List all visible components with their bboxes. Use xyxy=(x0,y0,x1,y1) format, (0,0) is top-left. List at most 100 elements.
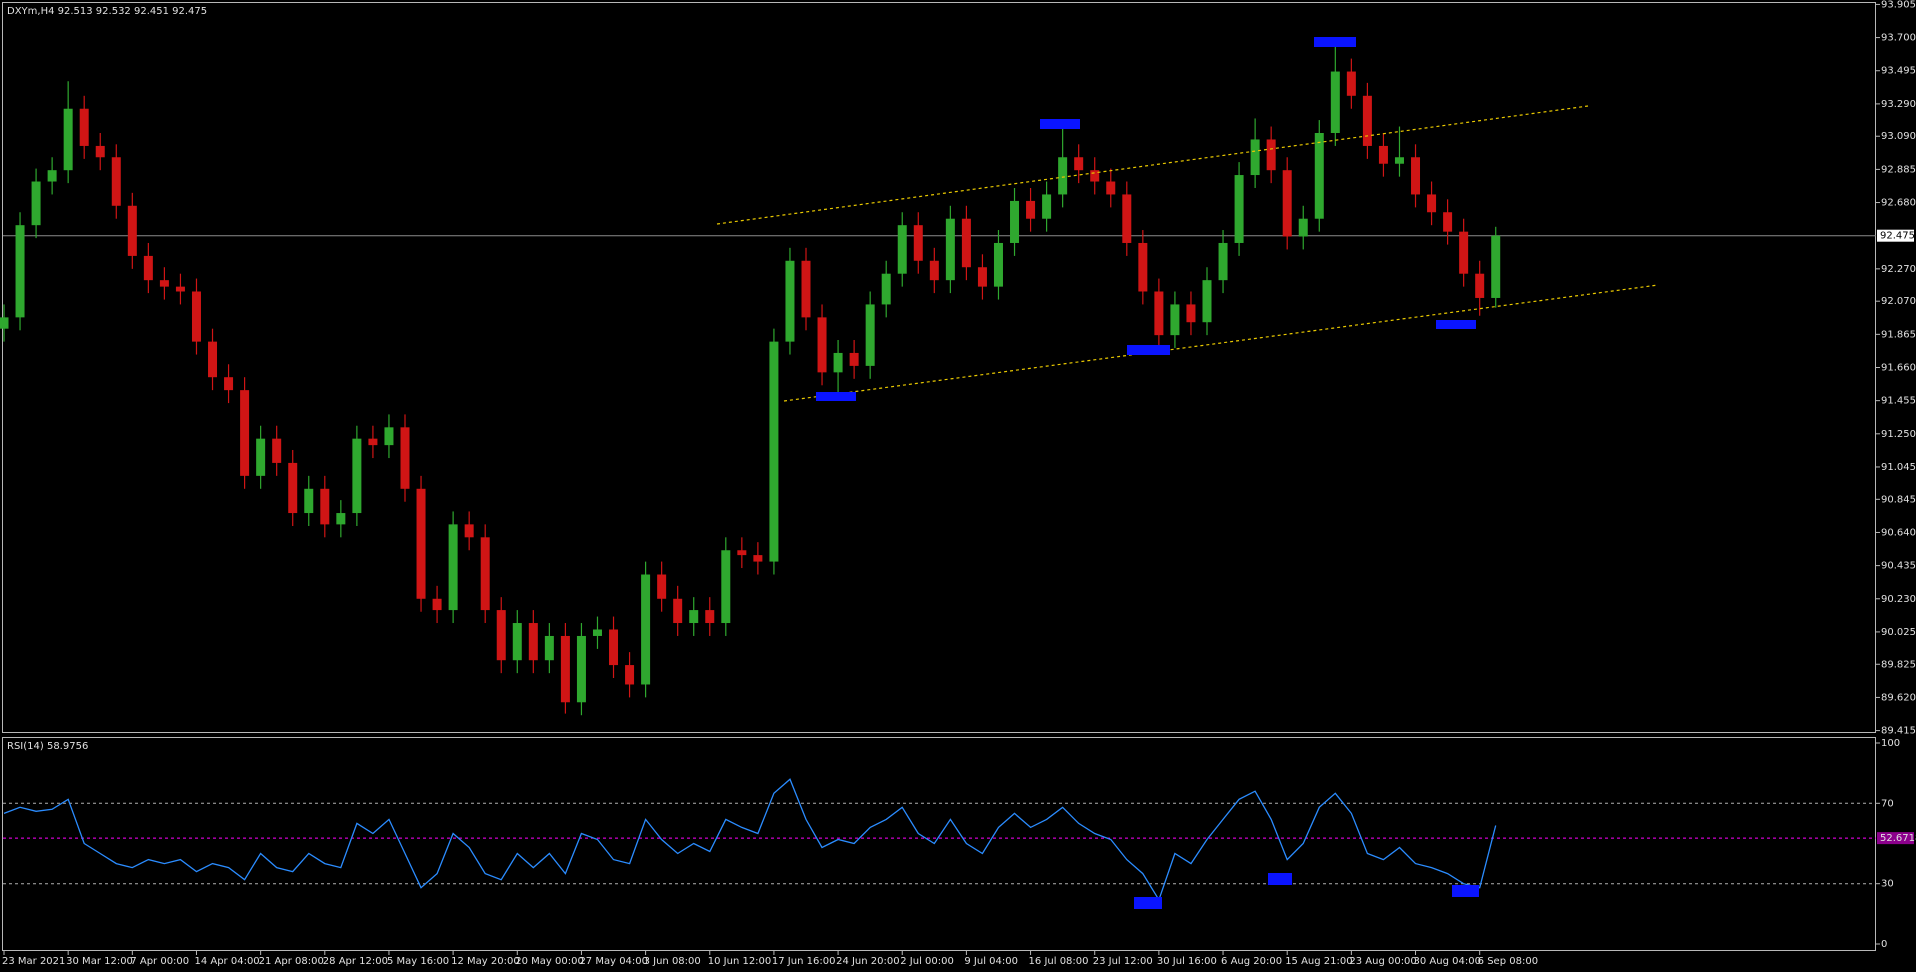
y-tick-label: 89.415 xyxy=(1881,726,1916,737)
candle-body xyxy=(673,598,683,624)
swing-marker xyxy=(1314,37,1356,47)
y-tick-label: 90.230 xyxy=(1881,594,1916,605)
y-tick-label: 90.435 xyxy=(1881,561,1916,572)
y-tick-label: 70 xyxy=(1881,798,1894,809)
candle-body xyxy=(1250,139,1260,176)
y-tick-label: 92.885 xyxy=(1881,164,1916,175)
level-box xyxy=(1877,832,1914,845)
candle-body xyxy=(1491,235,1501,298)
upper-trend-line xyxy=(716,105,1589,225)
candle-body xyxy=(304,488,314,514)
candle-body xyxy=(272,438,282,463)
y-tick-label: 89.620 xyxy=(1881,692,1916,703)
y-tick-label: 93.495 xyxy=(1881,66,1916,77)
candle-body xyxy=(432,598,442,611)
candle-body xyxy=(47,170,57,182)
x-tick-label: 20 May 00:00 xyxy=(515,956,584,967)
candle-body xyxy=(945,218,955,281)
candle-body xyxy=(1443,212,1453,232)
x-tick-label: 24 Jun 20:00 xyxy=(836,956,900,967)
x-tick-label: 23 Jul 12:00 xyxy=(1093,956,1153,967)
candle-body xyxy=(1427,194,1437,213)
x-tick-label: 6 Aug 20:00 xyxy=(1221,956,1282,967)
last-price-label: 92.475 xyxy=(1880,231,1915,242)
candle-body xyxy=(175,286,185,292)
candle-body xyxy=(95,145,105,158)
candle-body xyxy=(159,280,169,287)
candle-body xyxy=(1378,145,1388,164)
y-tick-label: 92.070 xyxy=(1881,296,1916,307)
candle-body xyxy=(881,273,891,305)
candle-body xyxy=(977,267,987,287)
y-tick-label: 93.905 xyxy=(1881,0,1916,10)
rsi-marker xyxy=(1134,897,1162,909)
candle-body xyxy=(1202,280,1212,323)
candle-body xyxy=(1170,304,1180,336)
candle-body xyxy=(1314,132,1324,219)
y-tick-label: 93.290 xyxy=(1881,99,1916,110)
candle-body xyxy=(352,438,362,514)
candle-body xyxy=(1010,200,1020,243)
rsi-marker xyxy=(1452,885,1479,897)
y-tick-label: 0 xyxy=(1881,939,1887,950)
rsi-panel xyxy=(2,737,1876,951)
candle-body xyxy=(961,218,971,268)
candle-body xyxy=(480,537,490,611)
rsi-title: RSI(14) 58.9756 xyxy=(7,741,88,752)
x-tick-label: 30 Jul 16:00 xyxy=(1157,956,1217,967)
rsi-marker xyxy=(1268,873,1292,885)
candle-body xyxy=(544,635,554,661)
y-tick-label: 89.825 xyxy=(1881,659,1916,670)
candle-body xyxy=(576,635,586,703)
x-tick-label: 30 Aug 04:00 xyxy=(1414,956,1481,967)
y-tick-label: 91.660 xyxy=(1881,363,1916,374)
candle-body xyxy=(929,260,939,281)
candle-body xyxy=(705,610,715,624)
candle-body xyxy=(801,260,811,318)
x-tick-label: 12 May 20:00 xyxy=(451,956,520,967)
candle-body xyxy=(0,317,9,329)
candle-body xyxy=(1042,194,1052,219)
candle-body xyxy=(288,462,298,514)
candle-body xyxy=(191,291,201,342)
x-tick-label: 16 Jul 08:00 xyxy=(1029,956,1089,967)
y-tick-label: 92.680 xyxy=(1881,198,1916,209)
candle-body xyxy=(769,341,779,562)
x-tick-label: 21 Apr 08:00 xyxy=(259,956,324,967)
x-tick-label: 6 Sep 08:00 xyxy=(1478,956,1538,967)
x-tick-label: 30 Mar 12:00 xyxy=(66,956,133,967)
chart-title: DXYm,H4 92.513 92.532 92.451 92.475 xyxy=(7,6,207,17)
candle-body xyxy=(1298,218,1308,237)
candle-body xyxy=(448,524,458,611)
y-tick-label: 91.250 xyxy=(1881,429,1916,440)
candle-body xyxy=(1234,175,1244,243)
y-tick-label: 93.700 xyxy=(1881,33,1916,44)
candle-body xyxy=(1459,231,1469,274)
candle-body xyxy=(833,352,843,373)
candle-body xyxy=(127,205,137,256)
candle-body xyxy=(320,488,330,525)
candle-body xyxy=(1362,95,1372,146)
x-tick-label: 27 May 04:00 xyxy=(579,956,648,967)
candle-body xyxy=(15,225,25,318)
candle-body xyxy=(1218,242,1228,281)
candle-body xyxy=(592,629,602,636)
x-tick-label: 28 Apr 12:00 xyxy=(323,956,388,967)
candle-body xyxy=(1266,139,1276,171)
candle-body xyxy=(657,574,667,599)
candle-body xyxy=(512,623,522,661)
candle-body xyxy=(224,377,234,391)
candle-body xyxy=(641,574,651,685)
y-tick-label: 90.025 xyxy=(1881,627,1916,638)
level-label: 52.6718 xyxy=(1880,833,1916,844)
candle-body xyxy=(1074,157,1084,171)
candle-body xyxy=(1138,242,1148,292)
candle-body xyxy=(208,341,218,378)
swing-marker xyxy=(1127,345,1170,355)
swing-marker xyxy=(816,392,856,401)
candle-body xyxy=(1154,291,1164,336)
x-tick-label: 2 Jul 00:00 xyxy=(900,956,954,967)
rsi-line xyxy=(3,778,1497,902)
candle-body xyxy=(753,555,763,562)
